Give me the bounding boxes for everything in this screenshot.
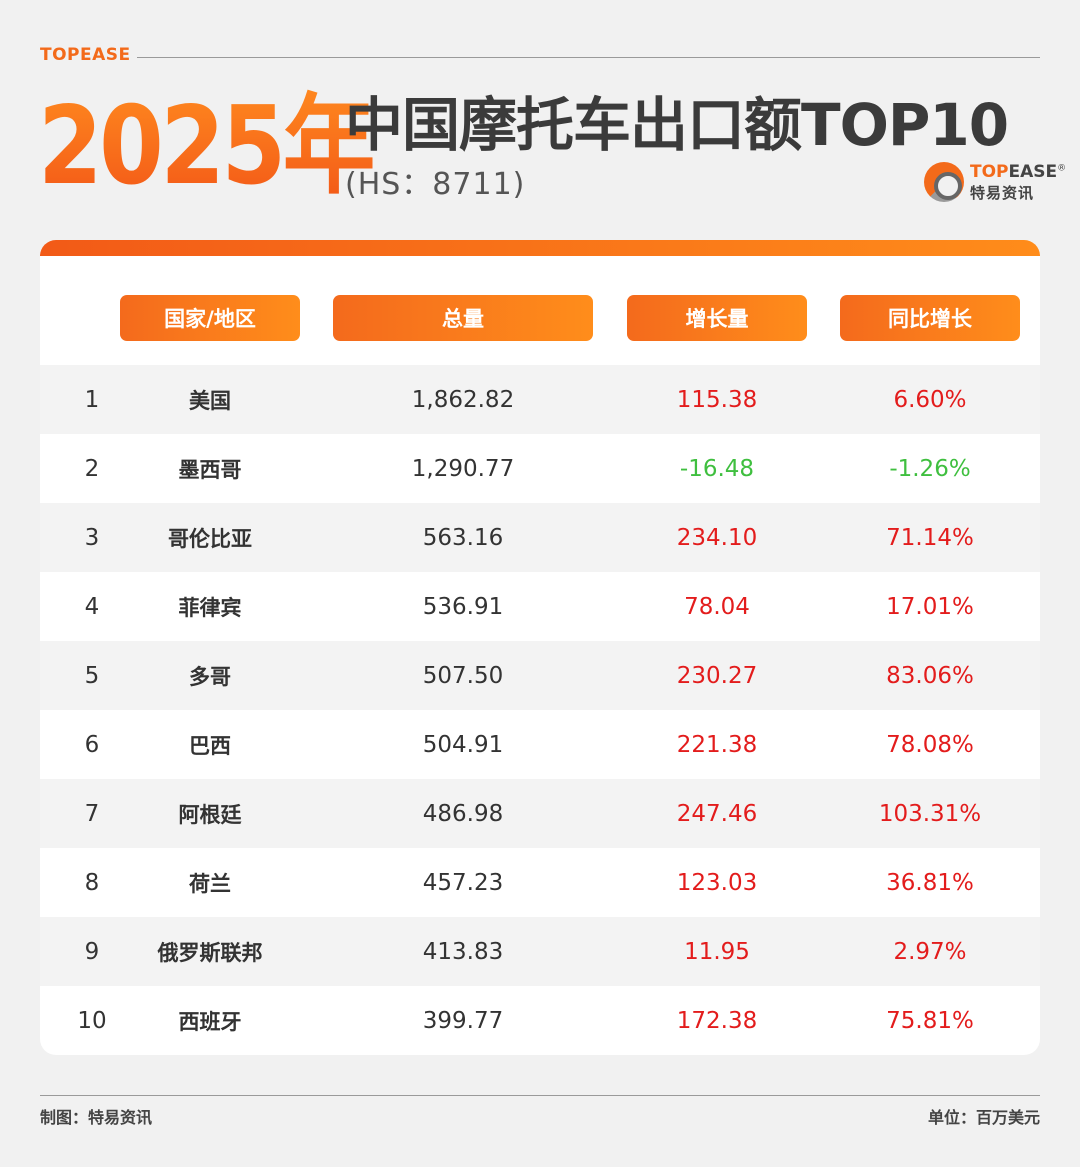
- rank-cell: 6: [84, 731, 100, 758]
- country-cell: 哥伦比亚: [168, 526, 252, 551]
- unit-note: 单位：百万美元: [927, 1108, 1040, 1127]
- country-cell: 俄罗斯联邦: [157, 940, 263, 965]
- growth-cell: 115.38: [676, 386, 758, 413]
- bottom-divider: [40, 1095, 1040, 1096]
- country-cell: 阿根廷: [178, 802, 242, 827]
- total-cell: 399.77: [422, 1007, 504, 1034]
- country-cell: 多哥: [189, 664, 231, 689]
- table-row: 2 墨西哥 1,290.77 -16.48 -1.26%: [40, 434, 1040, 503]
- yoy-cell: 103.31%: [878, 800, 982, 827]
- table-body: 1 美国 1,862.82 115.38 6.60% 2 墨西哥 1,290.77 -16.48…: [40, 365, 1040, 1055]
- data-table-card: 国家/地区 总量 增长量 同比增长 1 美国 1,862.82 115.38 6.60%…: [40, 240, 1040, 1055]
- table-row: 3 哥伦比亚 563.16 234.10 71.14%: [40, 503, 1040, 572]
- country-cell: 西班牙: [178, 1009, 242, 1034]
- rank-cell: 5: [84, 662, 100, 689]
- total-cell: 563.16: [422, 524, 504, 551]
- yoy-cell: 17.01%: [886, 593, 974, 620]
- rank-cell: 4: [84, 593, 100, 620]
- year-title: 2025年: [38, 82, 376, 212]
- country-cell: 巴西: [189, 733, 231, 758]
- rank-cell: 2: [84, 455, 100, 482]
- rank-cell: 10: [77, 1007, 107, 1034]
- table-row: 10 西班牙 399.77 172.38 75.81%: [40, 986, 1040, 1055]
- card-accent-bar: [40, 240, 1040, 256]
- yoy-cell: 71.14%: [886, 524, 974, 551]
- column-header-country: 国家/地区: [120, 295, 300, 341]
- total-cell: 1,862.82: [411, 386, 515, 413]
- total-cell: 504.91: [422, 731, 504, 758]
- yoy-cell: 78.08%: [886, 731, 974, 758]
- topease-logo: TOPEASE® 特易资讯: [842, 160, 1066, 206]
- total-cell: 486.98: [422, 800, 504, 827]
- table-row: 8 荷兰 457.23 123.03 36.81%: [40, 848, 1040, 917]
- top-divider: [137, 57, 1040, 58]
- growth-cell: 123.03: [676, 869, 758, 896]
- table-row: 7 阿根廷 486.98 247.46 103.31%: [40, 779, 1040, 848]
- growth-cell: 11.95: [684, 938, 750, 965]
- table-row: 1 美国 1,862.82 115.38 6.60%: [40, 365, 1040, 434]
- growth-cell: 230.27: [676, 662, 758, 689]
- column-header-total: 总量: [333, 295, 593, 341]
- growth-cell: 221.38: [676, 731, 758, 758]
- yoy-cell: -1.26%: [889, 455, 971, 482]
- country-cell: 墨西哥: [178, 457, 242, 482]
- country-cell: 菲律宾: [178, 595, 242, 620]
- page-title: 中国摩托车出口额TOP10: [345, 91, 1009, 159]
- rank-cell: 1: [84, 386, 100, 413]
- column-header-yoy: 同比增长: [840, 295, 1020, 341]
- total-cell: 457.23: [422, 869, 504, 896]
- rank-cell: 3: [84, 524, 100, 551]
- country-cell: 荷兰: [189, 871, 231, 896]
- source-note: 制图：特易资讯: [40, 1108, 153, 1127]
- rank-cell: 9: [84, 938, 100, 965]
- growth-cell: -16.48: [679, 455, 755, 482]
- total-cell: 413.83: [422, 938, 504, 965]
- yoy-cell: 6.60%: [893, 386, 967, 413]
- table-row: 9 俄罗斯联邦 413.83 11.95 2.97%: [40, 917, 1040, 986]
- rank-cell: 7: [84, 800, 100, 827]
- yoy-cell: 2.97%: [893, 938, 967, 965]
- growth-cell: 172.38: [676, 1007, 758, 1034]
- rank-cell: 8: [84, 869, 100, 896]
- table-row: 5 多哥 507.50 230.27 83.06%: [40, 641, 1040, 710]
- yoy-cell: 83.06%: [886, 662, 974, 689]
- growth-cell: 78.04: [684, 593, 750, 620]
- total-cell: 507.50: [422, 662, 504, 689]
- logo-name-en: TOPEASE®: [970, 162, 1067, 182]
- brand-tag: TOPEASE: [40, 45, 131, 65]
- table-row: 4 菲律宾 536.91 78.04 17.01%: [40, 572, 1040, 641]
- logo-ring-icon: [924, 162, 964, 202]
- page-subtitle: (HS：8711): [345, 167, 526, 202]
- total-cell: 536.91: [422, 593, 504, 620]
- column-header-growth: 增长量: [627, 295, 807, 341]
- growth-cell: 247.46: [676, 800, 758, 827]
- table-row: 6 巴西 504.91 221.38 78.08%: [40, 710, 1040, 779]
- total-cell: 1,290.77: [411, 455, 515, 482]
- logo-name-cn: 特易资讯: [970, 184, 1035, 202]
- growth-cell: 234.10: [676, 524, 758, 551]
- yoy-cell: 75.81%: [886, 1007, 974, 1034]
- country-cell: 美国: [189, 388, 231, 413]
- yoy-cell: 36.81%: [886, 869, 974, 896]
